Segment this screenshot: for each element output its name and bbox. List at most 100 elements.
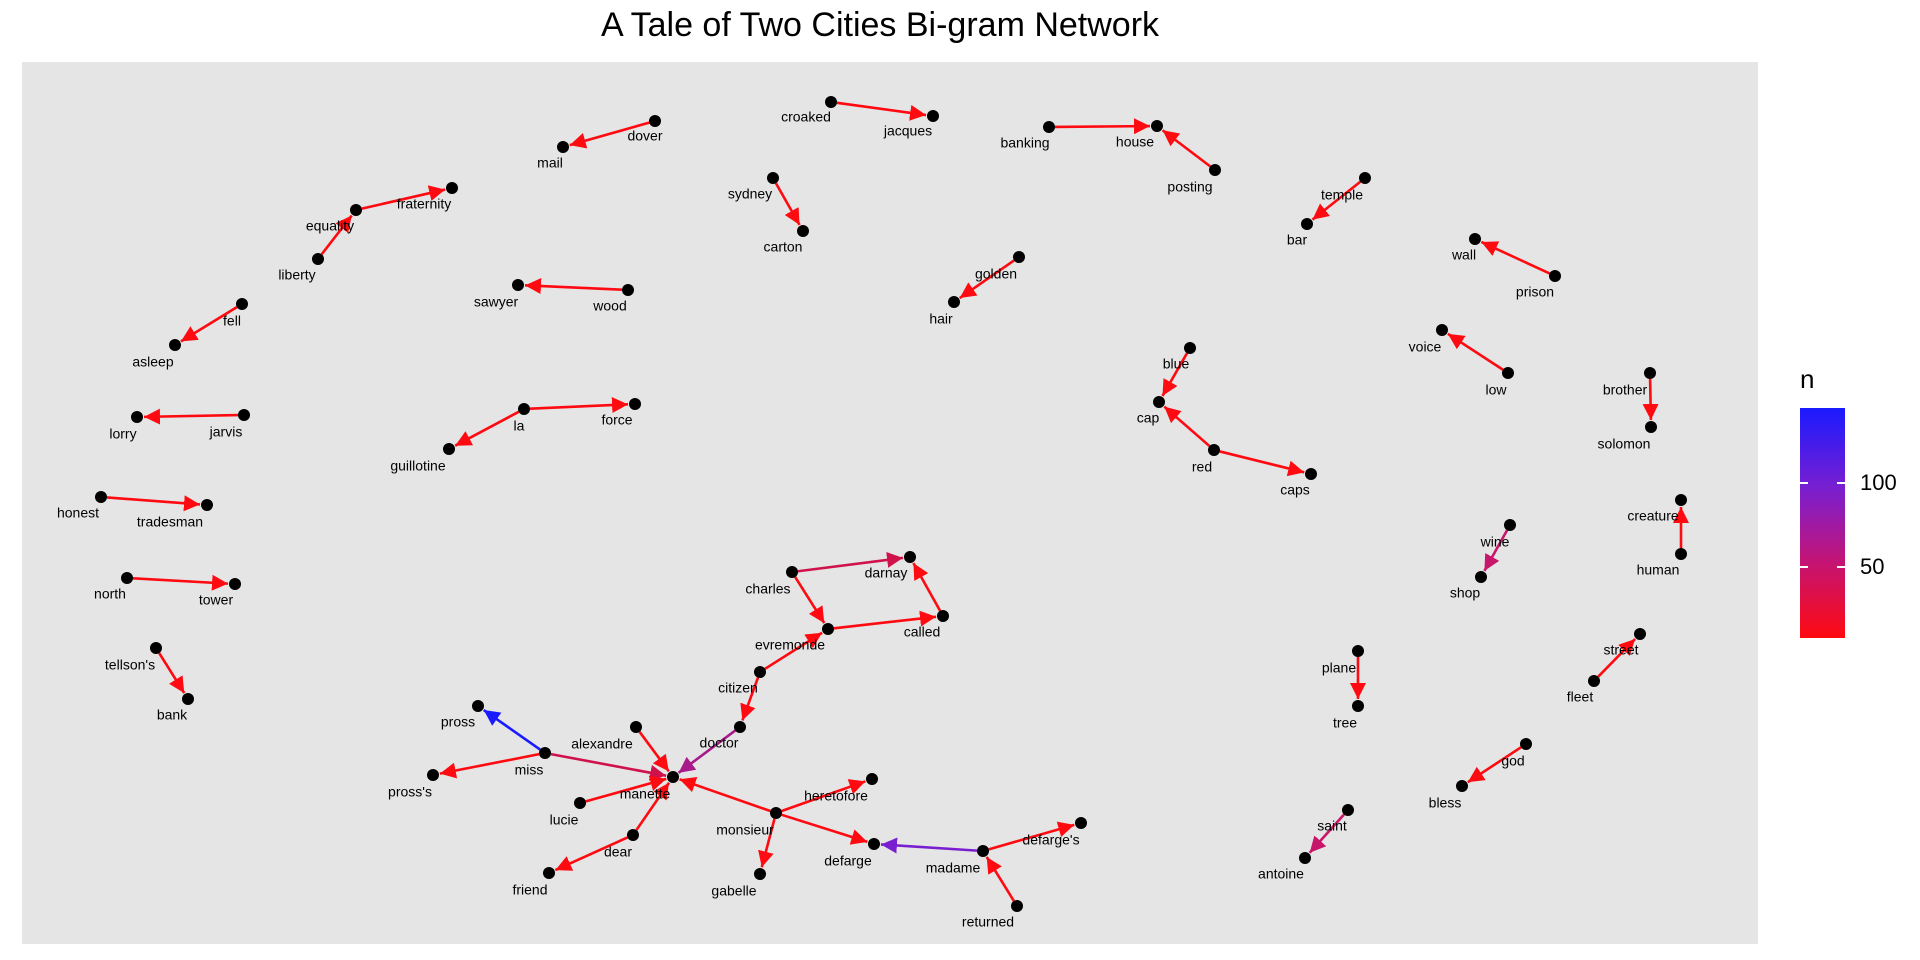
edge-north-tower — [132, 574, 229, 591]
node-saint — [1342, 804, 1354, 816]
node-label-monsieur: monsieur — [716, 822, 774, 838]
node-bar — [1301, 218, 1313, 230]
edge-returned-madame — [985, 856, 1015, 902]
node-lucie — [574, 797, 586, 809]
node-label-wall: wall — [1451, 247, 1476, 263]
node-label-dear: dear — [604, 844, 632, 860]
node-label-pross: pross — [441, 714, 475, 730]
node-dear — [627, 829, 639, 841]
node-jarvis — [238, 409, 250, 421]
node-label-hair: hair — [929, 311, 953, 327]
node-lorry — [131, 411, 143, 423]
edge-alexandre-manette — [638, 731, 670, 773]
legend-tick-100 — [1800, 482, 1808, 484]
node-wall — [1469, 233, 1481, 245]
node-doctor — [734, 721, 746, 733]
edges — [106, 101, 1689, 902]
edge-madame-defarge — [880, 837, 978, 854]
node-fleet — [1588, 675, 1600, 687]
edge-charles-darnay — [797, 551, 904, 573]
node-charles — [786, 566, 798, 578]
edge-miss-pross — [482, 708, 541, 751]
node-label-miss: miss — [515, 762, 544, 778]
node-label-low: low — [1485, 382, 1507, 398]
node-sawyer — [512, 279, 524, 291]
edge-called-darnay — [912, 562, 942, 612]
edge-lucie-manette — [585, 775, 667, 803]
edge-wine-shop — [1483, 529, 1509, 572]
node-caps — [1305, 468, 1317, 480]
node-street — [1634, 628, 1646, 640]
edge-monsieur-gabelle — [758, 818, 776, 868]
node-label-blue: blue — [1163, 356, 1190, 372]
edge-doctor-manette — [677, 729, 736, 774]
node-label-force: force — [601, 412, 632, 428]
edge-jarvis-lorry — [143, 408, 239, 425]
node-bank — [182, 693, 194, 705]
nodes — [95, 96, 1687, 912]
node-label-liberty: liberty — [278, 267, 315, 283]
edge-golden-hair — [959, 259, 1015, 300]
node-wine — [1504, 519, 1516, 531]
chart-title: A Tale of Two Cities Bi-gram Network — [600, 6, 1160, 44]
node-posting — [1209, 164, 1221, 176]
node-jacques — [927, 110, 939, 122]
edge-monsieur-heretofore — [781, 779, 866, 813]
node-honest — [95, 491, 107, 503]
edge-equality-fraternity — [361, 185, 446, 210]
legend-label-100: 100 — [1860, 470, 1897, 495]
edge-miss-manette — [550, 752, 667, 781]
node-manette — [667, 771, 679, 783]
edge-la-guillotine — [454, 410, 520, 447]
edge-monsieur-manette — [679, 777, 771, 813]
node-wood — [622, 284, 634, 296]
node-label-creature: creature — [1627, 508, 1679, 524]
node-label-shop: shop — [1450, 585, 1481, 601]
node-north — [121, 572, 133, 584]
node-label-gabelle: gabelle — [711, 883, 756, 899]
node-label-madame: madame — [926, 860, 981, 876]
edge-madame-defarge's — [988, 821, 1075, 851]
edge-monsieur-defarge — [781, 813, 868, 845]
node-label-tradesman: tradesman — [137, 514, 203, 530]
legend-tick-50-right — [1837, 566, 1845, 568]
edge-dear-friend — [554, 836, 629, 872]
node-label-saint: saint — [1317, 818, 1347, 834]
node-label-tellson's: tellson's — [105, 657, 155, 673]
node-darnay — [904, 551, 916, 563]
edge-saint-antoine — [1308, 813, 1345, 854]
node-madame — [977, 845, 989, 857]
node-miss — [539, 747, 551, 759]
node-la — [518, 403, 530, 415]
node-fraternity — [446, 182, 458, 194]
legend-tick-100-right — [1837, 482, 1845, 484]
node-equality — [350, 204, 362, 216]
node-guillotine — [443, 443, 455, 455]
node-label-solomon: solomon — [1598, 436, 1651, 452]
node-label-friend: friend — [512, 882, 547, 898]
legend-colorbar — [1800, 408, 1845, 638]
node-friend — [543, 867, 555, 879]
edge-evremonde-called — [833, 610, 937, 630]
edge-tellson's-bank — [158, 652, 186, 694]
node-house — [1151, 120, 1163, 132]
node-alexandre — [630, 721, 642, 733]
node-label-darnay: darnay — [865, 565, 908, 581]
node-label-temple: temple — [1321, 187, 1363, 203]
node-label-tree: tree — [1333, 715, 1357, 731]
node-returned — [1011, 900, 1023, 912]
node-label-guillotine: guillotine — [390, 458, 445, 474]
node-label-god: god — [1501, 753, 1524, 769]
node-label-lucie: lucie — [550, 812, 579, 828]
edge-red-cap — [1163, 405, 1211, 448]
node-voice — [1436, 324, 1448, 336]
node-solomon — [1645, 421, 1657, 433]
node-tradesman — [201, 499, 213, 511]
node-asleep — [169, 339, 181, 351]
node-red — [1208, 444, 1220, 456]
node-label-dover: dover — [627, 128, 662, 144]
node-plane — [1352, 645, 1364, 657]
node-label-posting: posting — [1167, 179, 1212, 195]
node-prison — [1549, 270, 1561, 282]
node-shop — [1475, 571, 1487, 583]
